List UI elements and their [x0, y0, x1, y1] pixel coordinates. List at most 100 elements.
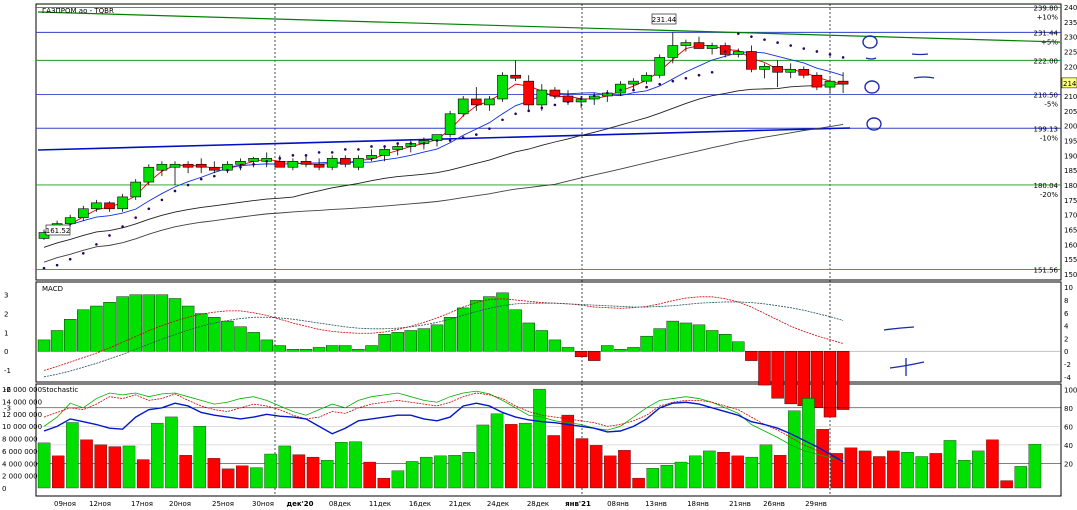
sar-point: [658, 82, 661, 86]
macd-histogram-bar: [378, 334, 391, 352]
level-label: 231.44: [1034, 29, 1059, 37]
candle-body: [549, 89, 561, 97]
sar-point: [461, 136, 465, 139]
macd-panel[interactable]: [35, 281, 1062, 383]
volume-bar: [858, 450, 872, 489]
x-axis-label: 16дек: [409, 500, 431, 508]
candle-body: [182, 163, 194, 168]
sar-point: [540, 106, 544, 110]
macd-histogram-bar: [50, 330, 64, 352]
sar-point: [632, 88, 635, 92]
sar-point: [330, 151, 334, 154]
volume-bar: [236, 465, 249, 489]
volume-bar: [320, 460, 334, 489]
macd-histogram-bar: [103, 302, 116, 352]
macd-histogram-bar: [797, 351, 810, 406]
sar-point: [697, 73, 701, 77]
volume-bar: [646, 468, 659, 489]
volume-bar: [151, 422, 164, 489]
candle-body: [484, 98, 495, 106]
sar-point: [606, 91, 609, 95]
sar-point: [199, 177, 203, 181]
candle-body: [130, 181, 141, 198]
sar-point: [815, 50, 819, 53]
macd-histogram-bar: [745, 351, 758, 361]
hand-drawn-mark: [913, 76, 935, 79]
volume-bar: [660, 464, 674, 489]
price-annotation-label: 161.52: [46, 227, 71, 235]
price-axis-tick: 220: [1064, 63, 1077, 71]
macd-left-tick: -3: [4, 405, 11, 413]
stochastic-k-line: [43, 401, 844, 463]
candle-body: [772, 66, 783, 73]
candle-body: [470, 98, 482, 106]
sar-point: [750, 35, 753, 38]
sar-point: [645, 85, 648, 89]
macd-left-tick: 2: [4, 311, 8, 319]
volume-bar: [448, 455, 461, 489]
volume-bar: [52, 455, 65, 489]
level-label: 210.50: [1034, 92, 1059, 100]
sar-point: [147, 207, 151, 211]
price-axis-tick: 190: [1064, 152, 1077, 160]
volume-bar: [462, 451, 475, 489]
macd-right-tick: -2: [1064, 361, 1071, 369]
volume-axis-tick: 6 000 000: [2, 448, 38, 456]
sar-point: [82, 251, 85, 255]
candle-body: [444, 113, 456, 135]
volume-bar: [363, 461, 376, 489]
volume-bar: [165, 416, 178, 489]
candle-body: [91, 202, 102, 210]
level-label: 180.04: [1034, 182, 1059, 190]
price-axis-tick: 200: [1064, 123, 1077, 131]
stochastic-axis-tick: 60: [1064, 423, 1073, 431]
volume-bar: [1014, 466, 1027, 489]
sar-point: [737, 32, 740, 35]
x-axis-label: 18янв: [687, 500, 709, 508]
volume-bar: [504, 424, 518, 489]
macd-histogram-bar: [352, 349, 365, 352]
price-axis-tick: 160: [1064, 241, 1077, 249]
macd-right-tick: 10: [1064, 284, 1073, 292]
volume-bar: [476, 424, 490, 489]
volume-bar: [1000, 480, 1013, 489]
candle-body: [326, 158, 338, 168]
macd-histogram-bar: [653, 328, 666, 352]
hand-drawn-circle: [866, 117, 882, 131]
x-axis-label: 09ноя: [54, 500, 76, 508]
macd-histogram-bar: [404, 330, 417, 352]
x-axis-label: 08янв: [607, 500, 629, 508]
sar-point: [802, 47, 806, 50]
volume-bar: [207, 458, 221, 489]
volume-bar: [179, 455, 192, 489]
candle-body: [536, 89, 548, 106]
volume-bar: [221, 468, 235, 489]
moving-average-line: [43, 124, 844, 263]
macd-histogram-bar: [758, 351, 771, 386]
macd-histogram-bar: [548, 339, 562, 352]
stochastic-d-line: [43, 392, 844, 462]
volume-axis-tick: 2 000 000: [2, 473, 38, 481]
candle-body: [300, 160, 312, 165]
macd-right-tick: 2: [1064, 335, 1068, 343]
volume-bar: [391, 470, 405, 489]
stochastic-panel[interactable]: [35, 383, 1062, 497]
volume-bar: [703, 450, 716, 489]
sar-point: [435, 139, 439, 142]
candle-body: [746, 51, 757, 70]
price-panel[interactable]: [35, 3, 1062, 281]
volume-bar: [872, 456, 886, 489]
sar-point: [121, 225, 124, 228]
sar-point: [370, 145, 373, 148]
volume-bar: [589, 445, 603, 489]
price-annotation-box: [651, 13, 677, 25]
macd-histogram-bar: [522, 322, 535, 352]
macd-histogram-bar: [732, 341, 745, 352]
level-label: 199.13: [1034, 125, 1059, 133]
candle-body: [339, 158, 351, 165]
price-axis-tick: 175: [1064, 197, 1077, 205]
x-axis-label: 21дек: [449, 500, 471, 508]
volume-axis-tick: 14 000 000: [2, 398, 42, 406]
macd-histogram-bar: [247, 332, 260, 352]
